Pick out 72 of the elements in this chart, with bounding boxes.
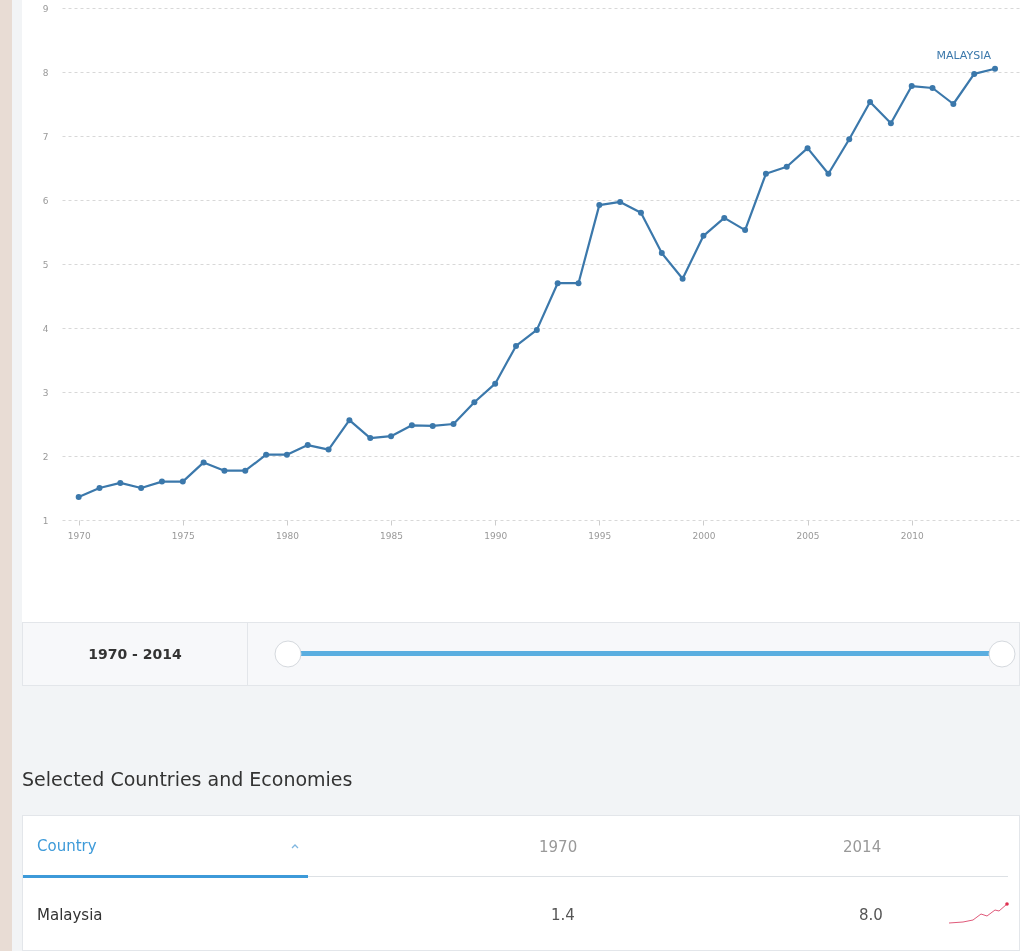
x-tick-label: 1985: [380, 530, 404, 541]
text: 8.0: [859, 906, 883, 924]
x-tick-label: 1975: [171, 530, 195, 541]
point: [179, 478, 186, 485]
x-tick-label: 1990: [484, 530, 508, 541]
point: [554, 280, 561, 287]
text: Malaysia: [37, 906, 103, 924]
y-tick-label: 4: [42, 323, 49, 334]
text: 2014: [843, 838, 882, 856]
x-tick-label: 1980: [275, 530, 300, 541]
point: [762, 170, 769, 177]
y-tick-label: 1: [42, 515, 49, 526]
point: [450, 421, 457, 427]
text: 1970 - 2014: [23, 623, 248, 685]
point: [700, 232, 707, 239]
point: [617, 198, 624, 205]
point: [575, 280, 582, 287]
y-tick-label: 8: [42, 67, 49, 78]
y-tick-label: 2: [42, 451, 49, 462]
point: [929, 85, 936, 91]
point: [513, 342, 520, 349]
point: [783, 163, 790, 170]
point: [283, 451, 290, 458]
text: 1.4: [551, 906, 575, 924]
point: [96, 485, 103, 491]
y-tick-label: 7: [42, 131, 49, 142]
x-tick-label: 2010: [900, 530, 924, 541]
text: Selected Countries and Economies: [22, 768, 353, 790]
point: [492, 380, 499, 387]
point: [846, 136, 853, 143]
point: [658, 250, 665, 257]
point: [117, 479, 124, 486]
point: [429, 422, 436, 429]
series-label: MALAYSIA: [936, 48, 992, 62]
y-tick-label: 6: [42, 195, 49, 206]
point: [158, 478, 165, 485]
point: [471, 399, 478, 406]
x-tick-label: 1995: [588, 530, 612, 541]
text: Country: [37, 837, 97, 855]
point: [596, 202, 603, 209]
point: [242, 467, 249, 474]
x-tick-label: 2000: [692, 530, 716, 541]
point: [304, 442, 311, 449]
point: [804, 145, 811, 152]
point: [825, 170, 832, 177]
point: [533, 326, 540, 333]
point: [908, 83, 915, 90]
point: [138, 485, 145, 491]
point: [637, 209, 644, 216]
point: [263, 451, 270, 458]
point: [325, 446, 332, 453]
point: [971, 70, 978, 77]
text: 1970: [539, 838, 578, 856]
y-tick-label: 9: [42, 3, 49, 14]
point: [221, 467, 228, 474]
point: [408, 422, 415, 429]
x-tick-label: 1970: [67, 530, 91, 541]
x-tick-label: 2005: [796, 530, 820, 541]
point: [200, 459, 207, 466]
point: [346, 417, 353, 424]
point: [867, 99, 874, 106]
point: [388, 433, 395, 440]
point: [75, 493, 82, 500]
point: [887, 120, 894, 127]
y-tick-label: 3: [42, 387, 49, 398]
point: [742, 227, 749, 234]
y-tick-label: 5: [42, 259, 49, 270]
point: [679, 275, 686, 282]
point: [721, 214, 728, 221]
point: [950, 101, 957, 107]
point: [367, 435, 374, 442]
point: [992, 65, 999, 72]
